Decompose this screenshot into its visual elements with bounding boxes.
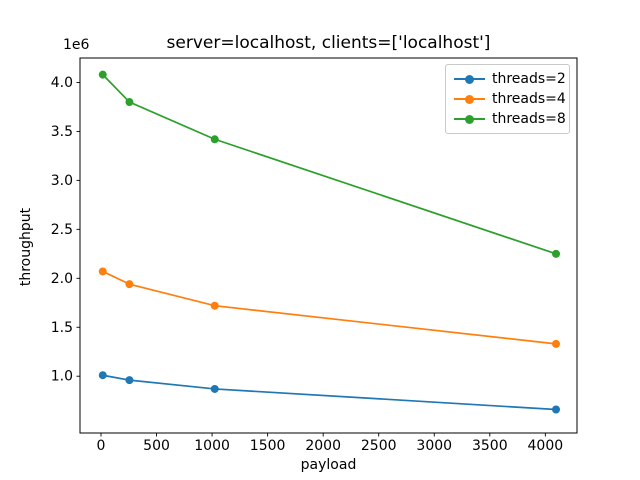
y-tick-label: 2.0 <box>51 271 73 287</box>
x-tick-label: 500 <box>143 438 170 454</box>
y-tick-label: 3.0 <box>51 173 73 189</box>
series-line-threads-2 <box>102 374 557 411</box>
axes-spines <box>79 57 578 434</box>
y-axis-offset-text: 1e6 <box>63 37 90 53</box>
x-tick-label: 3500 <box>472 438 508 454</box>
y-tick-label: 1.0 <box>51 369 73 385</box>
data-point-threads-8 <box>552 249 561 258</box>
y-tick-label: 3.5 <box>51 124 73 140</box>
x-axis-label: payload <box>300 457 357 473</box>
data-point-threads-2 <box>98 371 107 380</box>
data-point-threads-8 <box>98 70 107 79</box>
x-tick-label: 2500 <box>361 438 397 454</box>
y-axis-label: throughput <box>18 207 34 287</box>
data-point-threads-4 <box>210 301 219 310</box>
legend: threads=2 threads=4 threads=8 <box>445 64 570 134</box>
x-tick-label: 0 <box>97 438 106 454</box>
data-point-threads-4 <box>98 267 107 276</box>
data-point-threads-2 <box>210 384 219 393</box>
chart-title: server=localhost, clients=['localhost'] <box>166 33 491 53</box>
circle-marker-icon <box>465 114 474 124</box>
legend-line-sample <box>454 114 485 124</box>
legend-line-sample <box>454 94 485 104</box>
x-tick-label: 1500 <box>250 438 286 454</box>
legend-label: threads=2 <box>492 71 566 87</box>
data-point-threads-2 <box>125 376 134 385</box>
circle-marker-icon <box>465 94 474 104</box>
circle-marker-icon <box>465 74 474 84</box>
x-tick-label: 4000 <box>528 438 564 454</box>
legend-label: threads=4 <box>492 91 566 107</box>
y-tick-label: 1.5 <box>51 320 73 336</box>
legend-label: threads=8 <box>492 111 566 127</box>
x-tick-label: 2000 <box>305 438 341 454</box>
y-tick-label: 2.5 <box>51 222 73 238</box>
data-point-threads-4 <box>552 339 561 348</box>
data-point-threads-2 <box>552 405 561 414</box>
legend-entry-threads-8: threads=8 <box>454 109 566 129</box>
data-point-threads-8 <box>125 98 134 107</box>
legend-entry-threads-4: threads=4 <box>454 89 566 109</box>
legend-line-sample <box>454 74 485 84</box>
data-point-threads-4 <box>125 280 134 289</box>
x-tick-label: 3000 <box>416 438 452 454</box>
data-point-threads-8 <box>210 135 219 144</box>
legend-entry-threads-2: threads=2 <box>454 69 566 89</box>
x-tick-label: 1000 <box>194 438 230 454</box>
series-line-threads-4 <box>102 270 557 345</box>
series-line-threads-8 <box>102 74 557 255</box>
y-tick-label: 4.0 <box>51 75 73 91</box>
